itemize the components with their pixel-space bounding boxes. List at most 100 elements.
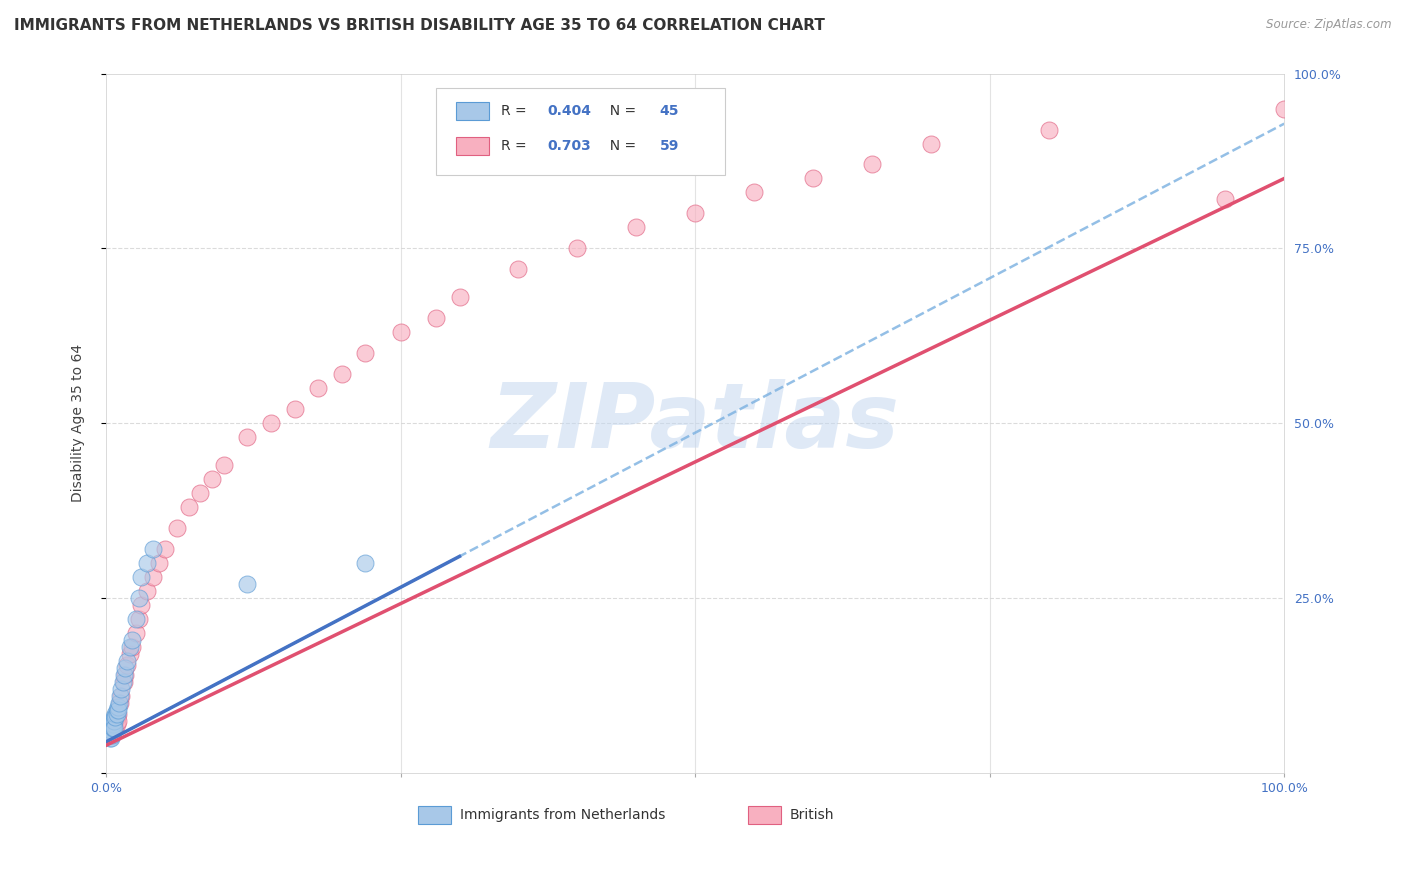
- Point: [801, 171, 824, 186]
- Point: [121, 633, 143, 648]
- Text: 45: 45: [659, 103, 679, 118]
- FancyBboxPatch shape: [456, 102, 489, 120]
- Point: [128, 612, 150, 626]
- Point: [389, 326, 412, 340]
- Point: [260, 417, 283, 431]
- Point: [101, 728, 124, 742]
- Point: [153, 542, 176, 557]
- Point: [104, 714, 127, 728]
- Point: [131, 570, 153, 584]
- Text: 0.703: 0.703: [548, 138, 592, 153]
- Point: [103, 710, 125, 724]
- Point: [626, 220, 648, 235]
- Point: [101, 717, 124, 731]
- Point: [284, 402, 307, 417]
- Point: [124, 626, 146, 640]
- Point: [98, 721, 121, 735]
- Point: [105, 706, 128, 721]
- Text: British: British: [789, 808, 834, 822]
- Point: [96, 728, 118, 742]
- Point: [100, 717, 122, 731]
- Point: [110, 682, 132, 697]
- Point: [107, 706, 129, 721]
- Point: [100, 731, 122, 746]
- Point: [100, 721, 122, 735]
- Point: [101, 728, 124, 742]
- Point: [101, 714, 124, 728]
- Text: N =: N =: [600, 138, 640, 153]
- Point: [104, 710, 127, 724]
- Point: [105, 710, 128, 724]
- Point: [103, 721, 125, 735]
- Point: [101, 721, 124, 735]
- Point: [114, 668, 136, 682]
- Point: [97, 724, 120, 739]
- Text: N =: N =: [600, 103, 640, 118]
- FancyBboxPatch shape: [748, 806, 782, 824]
- Y-axis label: Disability Age 35 to 64: Disability Age 35 to 64: [72, 344, 86, 502]
- Point: [107, 703, 129, 717]
- Point: [124, 612, 146, 626]
- Point: [107, 714, 129, 728]
- Point: [97, 717, 120, 731]
- Point: [117, 654, 139, 668]
- Point: [105, 703, 128, 717]
- Point: [114, 661, 136, 675]
- Point: [177, 500, 200, 515]
- Point: [142, 542, 165, 557]
- Text: 59: 59: [659, 138, 679, 153]
- Point: [101, 721, 124, 735]
- Point: [117, 657, 139, 672]
- Point: [112, 668, 135, 682]
- Point: [236, 430, 259, 444]
- Text: 0.404: 0.404: [548, 103, 592, 118]
- Text: ZIPatlas: ZIPatlas: [491, 379, 900, 467]
- FancyBboxPatch shape: [436, 87, 724, 175]
- Point: [567, 242, 589, 256]
- Point: [98, 728, 121, 742]
- Point: [136, 557, 159, 571]
- Point: [105, 717, 128, 731]
- Point: [96, 728, 118, 742]
- Point: [425, 311, 447, 326]
- Point: [508, 262, 530, 277]
- Point: [860, 157, 883, 171]
- Point: [920, 136, 942, 151]
- Point: [98, 724, 121, 739]
- Point: [354, 346, 377, 360]
- Point: [142, 570, 165, 584]
- Point: [131, 599, 153, 613]
- Text: R =: R =: [501, 138, 530, 153]
- Point: [96, 721, 118, 735]
- Point: [1272, 102, 1295, 116]
- Point: [104, 706, 127, 721]
- Point: [201, 472, 224, 486]
- Point: [449, 290, 471, 304]
- Point: [101, 721, 124, 735]
- Point: [1213, 193, 1236, 207]
- Point: [110, 690, 132, 704]
- Point: [100, 724, 122, 739]
- Point: [98, 728, 121, 742]
- Point: [118, 640, 141, 655]
- Text: IMMIGRANTS FROM NETHERLANDS VS BRITISH DISABILITY AGE 35 TO 64 CORRELATION CHART: IMMIGRANTS FROM NETHERLANDS VS BRITISH D…: [14, 18, 825, 33]
- Point: [100, 728, 122, 742]
- Point: [148, 557, 170, 571]
- Point: [212, 458, 235, 473]
- Point: [101, 717, 124, 731]
- Point: [100, 717, 122, 731]
- Point: [307, 381, 329, 395]
- Point: [354, 557, 377, 571]
- Point: [112, 675, 135, 690]
- Point: [128, 591, 150, 606]
- Point: [98, 731, 121, 746]
- Point: [166, 521, 188, 535]
- Point: [108, 690, 131, 704]
- Point: [107, 699, 129, 714]
- Point: [683, 206, 706, 220]
- Point: [101, 724, 124, 739]
- Point: [108, 697, 131, 711]
- FancyBboxPatch shape: [456, 136, 489, 154]
- Point: [103, 717, 125, 731]
- Point: [98, 721, 121, 735]
